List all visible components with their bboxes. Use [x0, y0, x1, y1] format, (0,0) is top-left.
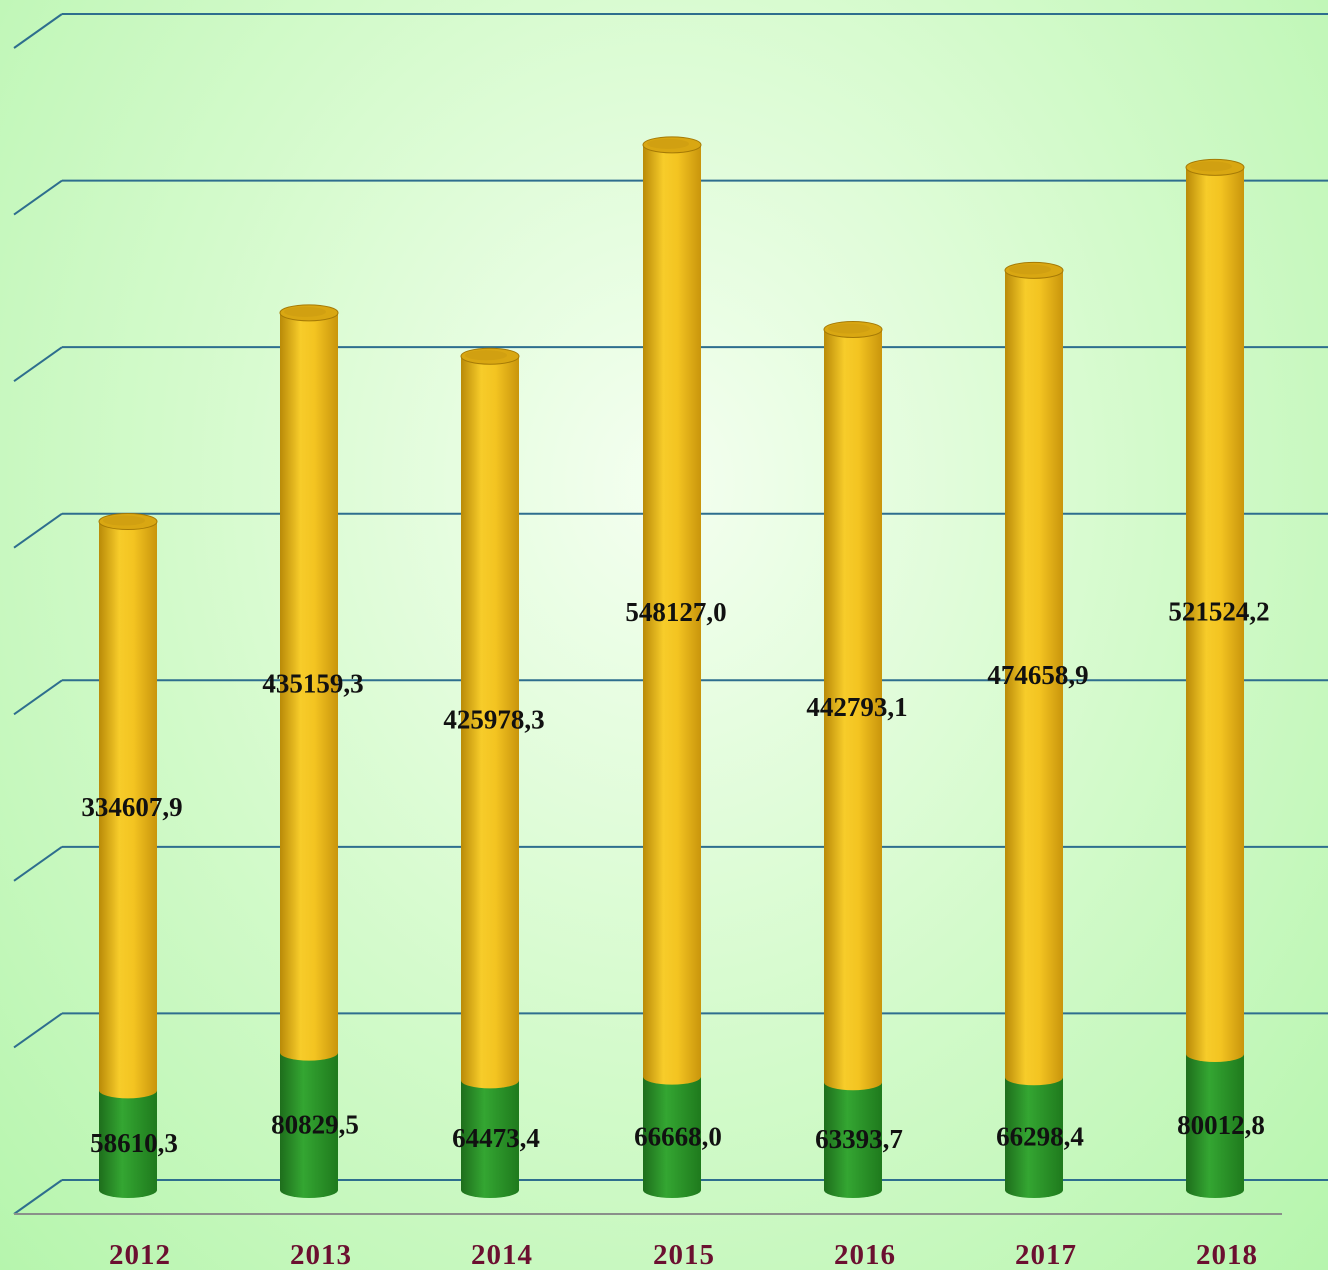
bar-segment-yellow-2013	[279, 304, 339, 1061]
value-label-green-2017: 66298,4	[996, 1122, 1084, 1152]
gridline-depth	[13, 1012, 63, 1049]
x-axis-ticks: 2012 2013 2014 2015 2016 2017 2018	[109, 1239, 1258, 1270]
bar-segment-green-2013	[280, 1052, 338, 1198]
bars	[98, 136, 1245, 1198]
x-tick-label-2015: 2015	[653, 1239, 715, 1270]
value-label-yellow-2013: 435159,3	[262, 669, 363, 699]
gridline-depth	[13, 179, 63, 216]
x-tick-label-2013: 2013	[290, 1239, 352, 1270]
bar-segment-yellow-2018	[1185, 158, 1245, 1062]
value-label-yellow-2015: 548127,0	[625, 597, 726, 627]
bar-segment-yellow-2017	[1004, 261, 1064, 1086]
value-label-yellow-2014: 425978,3	[443, 704, 544, 734]
bar-segment-green-2014	[461, 1080, 519, 1198]
gridline-depth	[13, 512, 63, 549]
gridline-depth	[13, 13, 63, 49]
value-label-green-2014: 64473,4	[452, 1123, 540, 1153]
value-labels: 58610,3 334607,9 80829,5 435159,3 64473,4 425…	[81, 597, 1269, 1158]
value-label-green-2015: 66668,0	[634, 1121, 722, 1151]
bar-segment-green-2012	[99, 1090, 157, 1198]
bar-segment-yellow-2015	[642, 136, 702, 1085]
value-label-green-2018: 80012,8	[1177, 1110, 1265, 1140]
bar-segment-yellow-2012	[98, 513, 158, 1099]
bar-segment-green-2015	[643, 1076, 701, 1198]
gridline-depth	[13, 1179, 63, 1215]
value-label-yellow-2017: 474658,9	[987, 660, 1088, 690]
bar-segment-green-2016	[824, 1082, 882, 1198]
x-tick-label-2018: 2018	[1196, 1239, 1258, 1270]
bar-segment-green-2017	[1005, 1077, 1063, 1198]
gridline-depth	[13, 346, 63, 382]
gridline-depth	[13, 679, 63, 716]
value-label-green-2013: 80829,5	[271, 1109, 359, 1139]
bar-segment-yellow-2016	[823, 320, 883, 1091]
x-tick-label-2017: 2017	[1015, 1239, 1077, 1270]
x-tick-label-2016: 2016	[834, 1239, 896, 1270]
bar-segment-green-2018	[1186, 1053, 1244, 1198]
value-label-yellow-2012: 334607,9	[81, 792, 182, 822]
gridline-depth	[13, 846, 63, 882]
value-label-yellow-2018: 521524,2	[1168, 597, 1269, 627]
x-tick-label-2012: 2012	[109, 1239, 171, 1270]
x-tick-label-2014: 2014	[471, 1239, 533, 1270]
bar-segment-yellow-2014	[460, 347, 520, 1089]
value-label-green-2016: 63393,7	[815, 1124, 903, 1154]
value-label-green-2012: 58610,3	[90, 1128, 178, 1158]
value-label-yellow-2016: 442793,1	[806, 692, 907, 722]
